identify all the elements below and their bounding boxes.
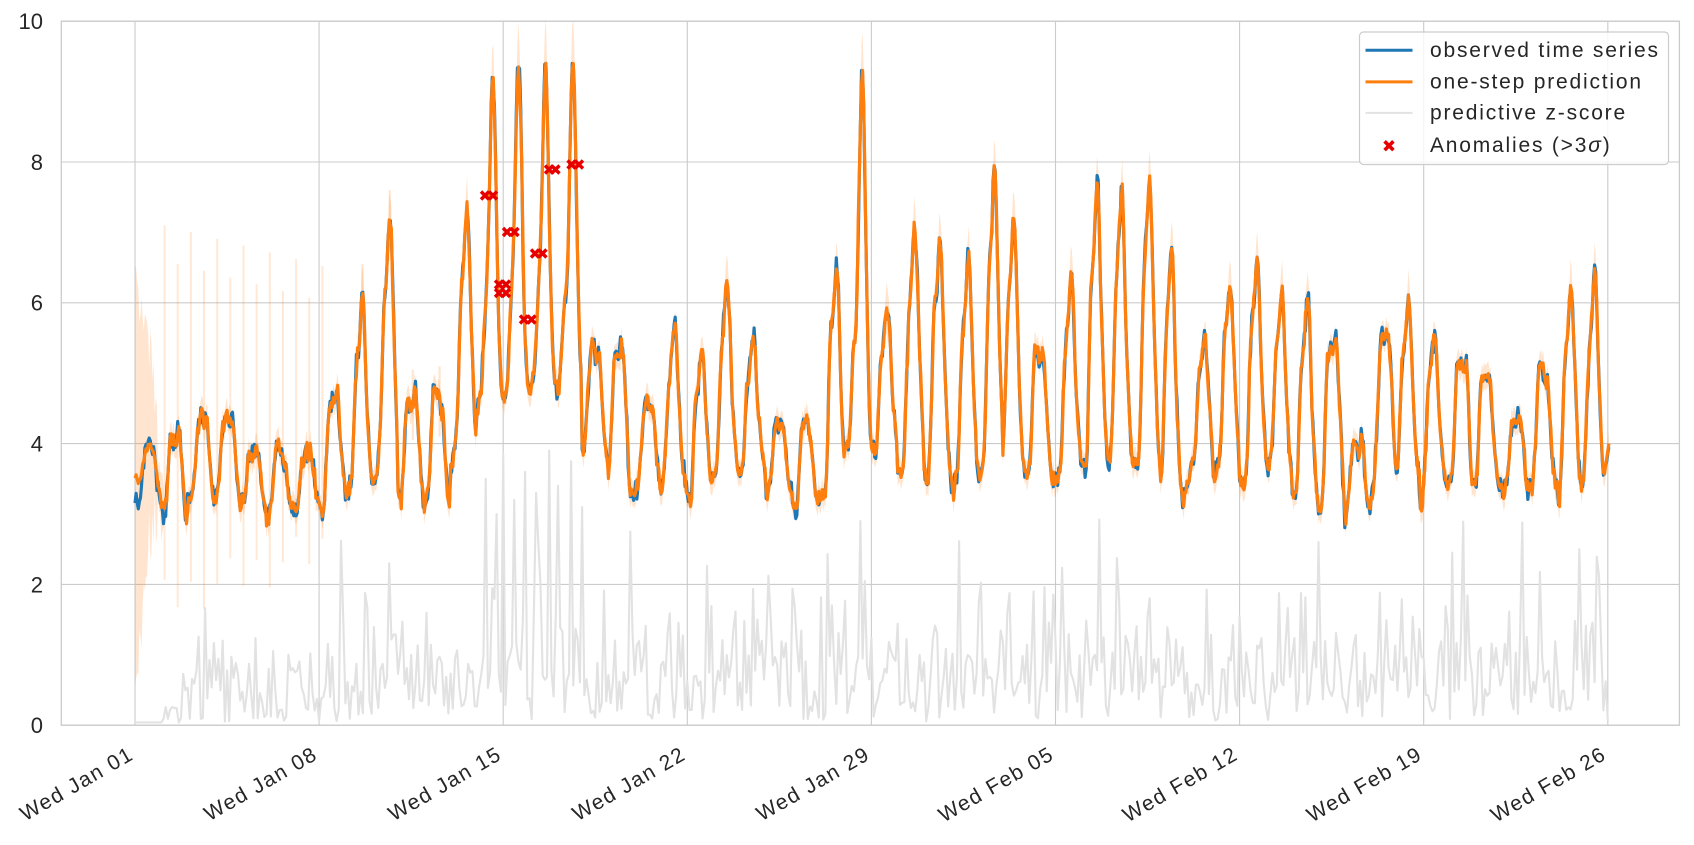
svg-text:6: 6 — [31, 291, 43, 316]
svg-text:predictive z-score: predictive z-score — [1430, 101, 1627, 124]
svg-text:2: 2 — [31, 572, 43, 597]
svg-text:8: 8 — [31, 150, 43, 175]
svg-text:observed time series: observed time series — [1430, 39, 1660, 62]
svg-text:4: 4 — [31, 432, 43, 457]
svg-text:10: 10 — [19, 9, 43, 34]
svg-text:Anomalies (>3σ): Anomalies (>3σ) — [1430, 134, 1611, 157]
svg-text:one-step prediction: one-step prediction — [1430, 70, 1643, 93]
svg-text:0: 0 — [31, 713, 43, 738]
